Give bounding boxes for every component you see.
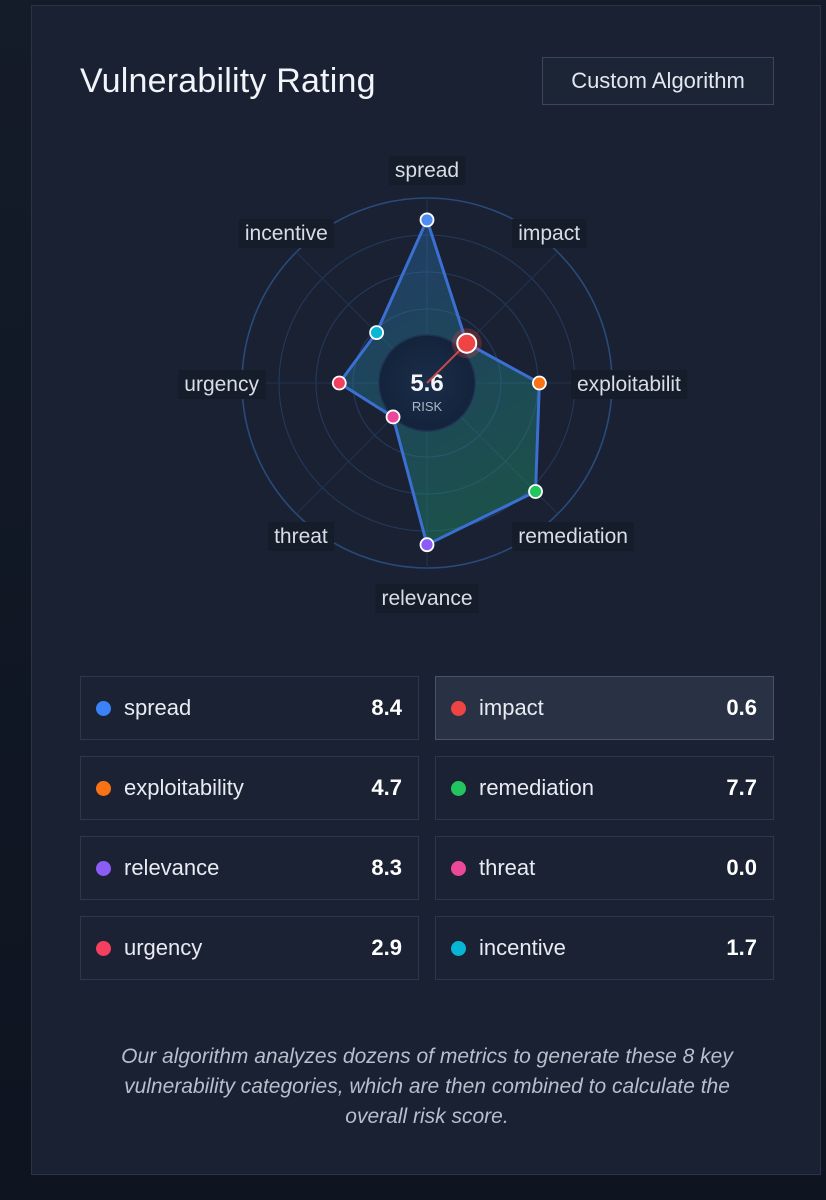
metric-value: 8.3 xyxy=(371,855,402,880)
metric-name: impact xyxy=(479,695,544,720)
metric-name: urgency xyxy=(124,935,203,960)
radar-point-threat[interactable] xyxy=(385,409,401,425)
risk-score-label: RISK xyxy=(412,399,443,414)
radar-point-exploitability[interactable] xyxy=(531,375,547,391)
radar-axis-label-exploitability: exploitabilit xyxy=(571,370,688,399)
metric-tile-threat[interactable]: threat 0.0 xyxy=(435,836,774,900)
radar-axis-label-bg xyxy=(388,156,466,185)
radar-axis-label-urgency: urgency xyxy=(178,370,266,399)
metric-color-dot xyxy=(451,860,466,876)
radar-axis-label-text: exploitabilit xyxy=(577,373,681,396)
metric-name: incentive xyxy=(479,935,566,960)
metric-name: spread xyxy=(124,695,192,720)
radar-points xyxy=(331,212,547,553)
radar-point-spread[interactable] xyxy=(419,212,435,228)
metric-tile-relevance[interactable]: relevance 8.3 xyxy=(80,836,419,900)
radar-axis-label-relevance: relevance xyxy=(375,584,479,613)
metric-value: 8.4 xyxy=(371,695,402,720)
card-title: Vulnerability Rating xyxy=(80,62,376,100)
radar-axis-label-impact: impact xyxy=(512,219,587,248)
metric-name: exploitability xyxy=(124,775,244,800)
radar-axis-label-text: relevance xyxy=(381,587,472,610)
radar-axis-label-bg xyxy=(268,522,334,551)
metric-color-dot xyxy=(451,700,466,716)
radar-point-incentive[interactable] xyxy=(369,325,384,340)
metric-value: 0.6 xyxy=(726,695,757,720)
metric-value: 0.0 xyxy=(726,855,757,880)
footer-note: Our algorithm analyzes dozens of metrics… xyxy=(121,1045,733,1128)
risk-score-value: 5.6 xyxy=(410,370,443,397)
metric-tile-exploitability[interactable]: exploitability 4.7 xyxy=(80,756,419,820)
radar-axis-label-text: remediation xyxy=(518,525,628,548)
radar-point-relevance[interactable] xyxy=(419,537,435,553)
metric-color-dot xyxy=(451,940,466,956)
metric-name: relevance xyxy=(124,855,220,880)
radar-axis-label-bg xyxy=(178,370,266,399)
metric-tile-impact[interactable]: impact 0.6 xyxy=(435,676,774,740)
metric-color-dot xyxy=(96,860,111,876)
metric-tile-incentive[interactable]: incentive 1.7 xyxy=(435,916,774,980)
radar-axis-label-incentive: incentive xyxy=(238,219,334,248)
metric-value: 1.7 xyxy=(726,935,757,960)
radar-chart: 5.6 RISK spread impact exploitabilit remedi… xyxy=(178,156,688,613)
radar-point-impact[interactable] xyxy=(456,332,478,354)
metric-color-dot xyxy=(96,940,111,956)
radar-axis-label-bg xyxy=(512,219,587,248)
radar-point-remediation[interactable] xyxy=(528,484,543,499)
metric-value: 4.7 xyxy=(371,775,402,800)
metric-value: 2.9 xyxy=(371,935,402,960)
radar-axis-label-bg xyxy=(238,219,334,248)
metric-tile-urgency[interactable]: urgency 2.9 xyxy=(80,916,419,980)
metric-color-dot xyxy=(451,780,466,796)
radar-point-urgency[interactable] xyxy=(331,375,347,391)
metric-value: 7.7 xyxy=(726,775,757,800)
metric-tile-spread[interactable]: spread 8.4 xyxy=(80,676,419,740)
radar-axis-label-bg xyxy=(375,584,479,613)
radar-labels: spread impact exploitabilit remediation rele… xyxy=(178,156,688,613)
metric-tile-remediation[interactable]: remediation 7.7 xyxy=(435,756,774,820)
radar-axis-label-spread: spread xyxy=(388,156,466,185)
vulnerability-card: Vulnerability Rating Custom Algorithm 5.… xyxy=(31,5,821,1175)
radar-axis-label-threat: threat xyxy=(268,522,334,551)
custom-algorithm-button[interactable]: Custom Algorithm xyxy=(542,57,774,105)
radar-axis-label-text: threat xyxy=(274,525,328,548)
radar-axis-label-text: impact xyxy=(518,222,580,245)
metric-name: threat xyxy=(479,855,536,880)
radar-axis-label-bg xyxy=(512,522,634,551)
metric-name: remediation xyxy=(479,775,594,800)
radar-axis-label-bg xyxy=(571,370,688,399)
radar-axis-label-text: incentive xyxy=(245,222,328,245)
radar-axis-label-remediation: remediation xyxy=(512,522,634,551)
metric-color-dot xyxy=(96,780,111,796)
radar-axis-label-text: urgency xyxy=(184,373,259,396)
radar-axis-label-text: spread xyxy=(395,159,459,182)
metric-color-dot xyxy=(96,700,111,716)
